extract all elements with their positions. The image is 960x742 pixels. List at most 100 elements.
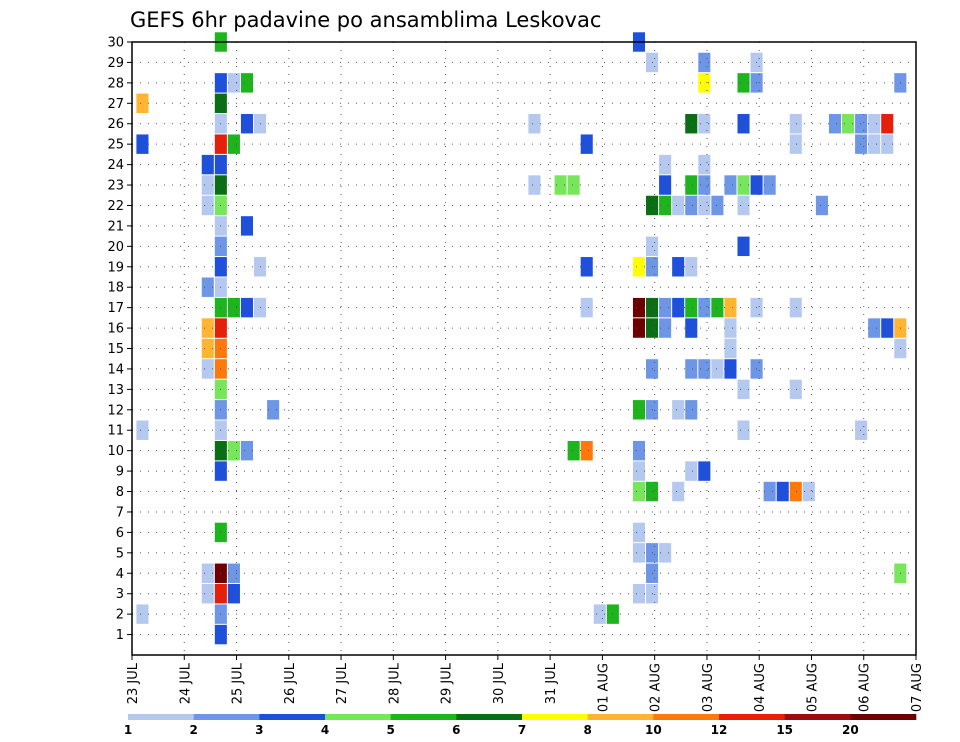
y-tick-label: 28 — [107, 76, 124, 91]
heat-cell — [789, 114, 802, 134]
heat-cell — [580, 134, 593, 154]
heat-cell — [672, 297, 685, 318]
colorbar-label: 2 — [189, 723, 197, 737]
heat-cell — [868, 318, 881, 338]
x-tick-label: 02 AUG — [649, 663, 664, 712]
heat-cell — [567, 440, 580, 461]
heat-cell — [201, 563, 214, 583]
x-tick-label: 29 JUL — [440, 662, 455, 704]
chart-title: GEFS 6hr padavine po ansamblima Leskovac — [130, 8, 601, 32]
y-tick-label: 9 — [116, 465, 124, 480]
heat-cell — [227, 73, 240, 93]
heat-cell — [580, 257, 593, 277]
y-tick-label: 17 — [107, 301, 124, 316]
heat-cell — [227, 134, 240, 154]
y-tick-label: 11 — [107, 424, 124, 439]
heat-cell — [868, 114, 881, 134]
colorbar-swatch — [850, 714, 917, 720]
heat-cell — [685, 400, 698, 420]
y-tick-label: 1 — [116, 628, 124, 643]
heat-cell — [737, 114, 750, 134]
x-tick-label: 30 JUL — [492, 662, 507, 704]
heat-cell — [685, 461, 698, 481]
colorbar-swatch — [128, 714, 194, 720]
heat-cell — [227, 563, 240, 583]
y-tick-label: 15 — [107, 342, 124, 357]
heat-cell — [711, 359, 724, 379]
colorbar-swatch — [193, 714, 260, 720]
x-tick-label: 05 AUG — [805, 663, 820, 712]
heat-cell — [632, 318, 646, 338]
colorbar-swatch — [719, 714, 785, 720]
grid-layer — [131, 41, 917, 655]
x-tick-label: 28 JUL — [387, 662, 402, 704]
heat-cell — [802, 481, 815, 502]
y-tick-label: 20 — [107, 240, 124, 255]
heat-cell — [698, 297, 711, 318]
heat-cell — [776, 481, 789, 502]
heat-cell — [240, 216, 254, 236]
y-tick-label: 7 — [116, 505, 124, 520]
heat-cell — [698, 73, 711, 93]
heat-cell — [580, 440, 593, 461]
x-tick-label: 31 JUL — [544, 662, 559, 704]
colorbar-label: 12 — [711, 723, 728, 737]
colorbar-label: 7 — [518, 723, 526, 737]
heat-cell — [698, 359, 711, 379]
heat-cell — [659, 154, 672, 175]
heat-cell — [201, 154, 214, 175]
y-tick-label: 6 — [116, 526, 124, 541]
heat-cell — [672, 257, 685, 277]
heat-cell — [881, 134, 894, 154]
heat-cell — [855, 420, 868, 440]
colorbar-swatch — [325, 714, 391, 720]
heat-cell — [201, 277, 214, 297]
colorbar-label: 8 — [583, 723, 591, 737]
colorbar-swatch — [784, 714, 851, 720]
colorbar-label: 3 — [255, 723, 263, 737]
x-tick-label: 25 JUL — [231, 662, 246, 704]
heat-cell — [685, 257, 698, 277]
y-tick-label: 26 — [107, 117, 124, 132]
heat-cell — [632, 257, 646, 277]
heat-cell — [698, 175, 711, 195]
heat-cell — [685, 175, 698, 195]
colorbar-label: 15 — [776, 723, 793, 737]
heat-cell — [711, 195, 724, 216]
heat-cell — [136, 93, 149, 114]
heat-cell — [737, 379, 750, 400]
heat-cell — [711, 297, 724, 318]
heat-cell — [789, 481, 802, 502]
y-tick-label: 21 — [107, 219, 124, 234]
y-tick-label: 27 — [107, 97, 124, 112]
heat-cell — [240, 297, 254, 318]
heat-cell — [632, 440, 646, 461]
heat-cell — [632, 543, 646, 563]
heat-cell — [737, 236, 750, 257]
heat-cell — [724, 338, 737, 359]
y-tick-label: 12 — [107, 403, 124, 418]
heat-cell — [201, 359, 214, 379]
heat-cell — [580, 297, 593, 318]
colorbar-label: 10 — [645, 723, 662, 737]
x-tick-label: 27 JUL — [335, 662, 350, 704]
x-tick-label: 23 JUL — [126, 662, 141, 704]
heat-cell — [855, 114, 868, 134]
heat-cell — [632, 297, 646, 318]
heat-cell — [763, 175, 776, 195]
heat-cell — [201, 175, 214, 195]
heat-cell — [724, 359, 737, 379]
x-tick-label: 24 JUL — [178, 662, 193, 704]
heat-cell — [227, 297, 240, 318]
heat-cell — [201, 195, 214, 216]
y-tick-label: 10 — [107, 444, 124, 459]
cells-layer — [136, 32, 907, 645]
heat-cell — [567, 175, 580, 195]
heat-cell — [201, 583, 214, 604]
y-tick-label: 5 — [116, 546, 124, 561]
heat-cell — [737, 73, 750, 93]
y-tick-label: 23 — [107, 179, 124, 194]
heat-cell — [632, 461, 646, 481]
heat-cell — [737, 420, 750, 440]
